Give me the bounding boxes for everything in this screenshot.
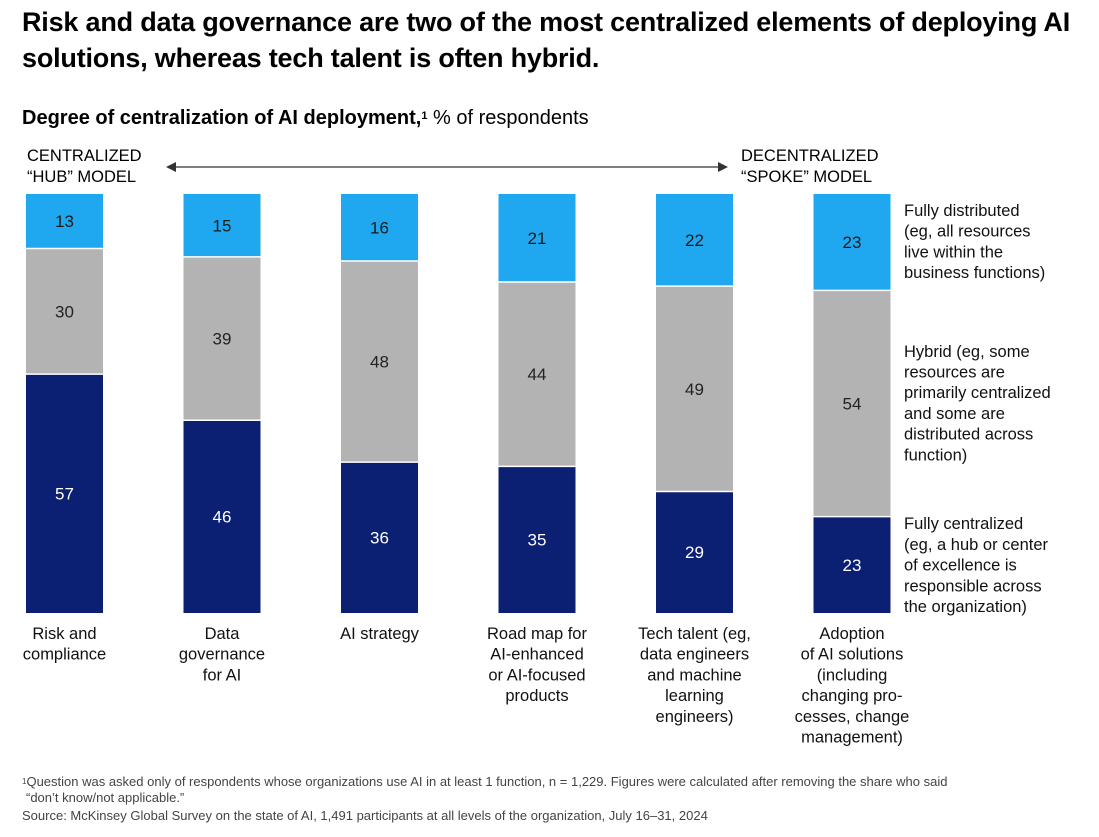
- bar-segment-hybrid: [813, 290, 891, 517]
- category-label: AI strategy: [340, 625, 420, 643]
- data-label-fully-centralized: 35: [528, 531, 547, 550]
- footnote-marker: 1: [22, 777, 27, 786]
- bar-6: 23 54 23: [813, 194, 891, 613]
- bar-segment-fully-distributed: [26, 194, 103, 249]
- chart-subtitle: Degree of centralization of AI deploymen…: [22, 104, 589, 132]
- arrow-right-head: [718, 162, 728, 172]
- category-labels-group: Risk and compliance Data governance for AI AI…: [23, 625, 910, 747]
- bar-segment-fully-centralized: [656, 491, 733, 613]
- arrow-left-head: [166, 162, 176, 172]
- subtitle-footnote-marker: 1: [421, 110, 428, 122]
- centralized-hub-label: CENTRALIZED “HUB” MODEL: [27, 146, 142, 188]
- data-label-hybrid: 48: [370, 353, 389, 372]
- bar-segment-fully-distributed: [341, 194, 418, 262]
- bar-segment-hybrid: [26, 248, 103, 375]
- centralized-label-line2: “HUB” MODEL: [27, 168, 137, 186]
- bar-segment-hybrid: [498, 281, 576, 467]
- legend-group: Fully centralized (eg, a hub or center of …: [904, 202, 1051, 616]
- stacked-bar-chart: 57 30 13 46 39 15 36 48 16 35 44 21 29 49 22 23 54 23 Ris…: [23, 162, 1051, 747]
- bar-segment-hybrid: [183, 256, 261, 421]
- category-label: Data governance for AI: [179, 625, 265, 684]
- data-label-hybrid: 44: [528, 365, 547, 384]
- subtitle-main: Degree of centralization of AI deploymen…: [22, 107, 422, 129]
- bar-3: 36 48 16: [341, 194, 418, 613]
- chart-title: Risk and data governance are two of the …: [22, 7, 1071, 73]
- bar-segment-fully-centralized: [813, 516, 891, 613]
- bar-segment-fully-distributed: [183, 194, 261, 257]
- bar-segment-fully-centralized: [183, 420, 261, 613]
- centralization-scale-arrow: [166, 162, 728, 172]
- bar-2: 46 39 15: [183, 194, 261, 613]
- data-label-fully-distributed: 13: [55, 212, 74, 231]
- data-label-hybrid: 39: [213, 330, 232, 349]
- footnote-line1: Question was asked only of respondents w…: [26, 774, 948, 789]
- decentralized-label-line2: “SPOKE” MODEL: [741, 168, 873, 186]
- data-label-fully-distributed: 21: [528, 229, 547, 248]
- subtitle-unit: % of respondents: [427, 107, 589, 129]
- decentralized-label-line1: DECENTRALIZED: [741, 147, 879, 165]
- bar-segment-fully-centralized: [498, 466, 576, 613]
- bar-segment-fully-distributed: [656, 194, 733, 287]
- category-label: Tech talent (eg, data engineers and machin…: [638, 625, 751, 726]
- category-label: Adoption of AI solutions (including changin…: [795, 625, 910, 747]
- data-label-fully-centralized: 57: [55, 485, 74, 504]
- source-note: Source: McKinsey Global Survey on the st…: [22, 808, 708, 823]
- legend-entry-fully-distributed: Fully distributed (eg, all resources live …: [904, 202, 1045, 282]
- data-label-hybrid: 49: [685, 380, 704, 399]
- bar-segment-hybrid: [341, 261, 418, 463]
- data-label-hybrid: 54: [843, 395, 862, 414]
- bar-1: 57 30 13: [26, 194, 103, 613]
- data-label-fully-distributed: 15: [213, 216, 232, 235]
- bar-segment-fully-centralized: [26, 374, 103, 613]
- bar-segment-fully-centralized: [341, 462, 418, 613]
- data-label-fully-distributed: 23: [843, 233, 862, 252]
- bar-segment-fully-distributed: [813, 194, 891, 291]
- footnote: 1Question was asked only of respondents …: [22, 774, 947, 806]
- bar-segment-hybrid: [656, 286, 733, 492]
- footnote-line2: “don’t know/not applicable.”: [26, 790, 185, 805]
- data-label-fully-centralized: 29: [685, 543, 704, 562]
- legend-entry-fully-centralized: Fully centralized (eg, a hub or center of …: [904, 515, 1049, 616]
- data-label-fully-distributed: 22: [685, 231, 704, 250]
- category-label: Risk and compliance: [23, 625, 106, 664]
- data-label-fully-centralized: 36: [370, 529, 389, 548]
- legend-entry-hybrid: Hybrid (eg, some resources are primarily c…: [904, 343, 1051, 465]
- data-label-hybrid: 30: [55, 302, 74, 321]
- data-label-fully-centralized: 23: [843, 556, 862, 575]
- centralized-label-line1: CENTRALIZED: [27, 147, 142, 165]
- category-label: Road map for AI-enhanced or AI-focused prod…: [487, 625, 587, 705]
- decentralized-spoke-label: DECENTRALIZED “SPOKE” MODEL: [741, 146, 879, 188]
- bar-5: 29 49 22: [656, 194, 733, 613]
- data-label-fully-distributed: 16: [370, 219, 389, 238]
- bars-group: 57 30 13 46 39 15 36 48 16 35 44 21 29 49 22 23 54 23: [26, 194, 891, 613]
- data-label-fully-centralized: 46: [213, 508, 232, 527]
- bar-segment-fully-distributed: [498, 194, 576, 282]
- bar-4: 35 44 21: [498, 194, 576, 613]
